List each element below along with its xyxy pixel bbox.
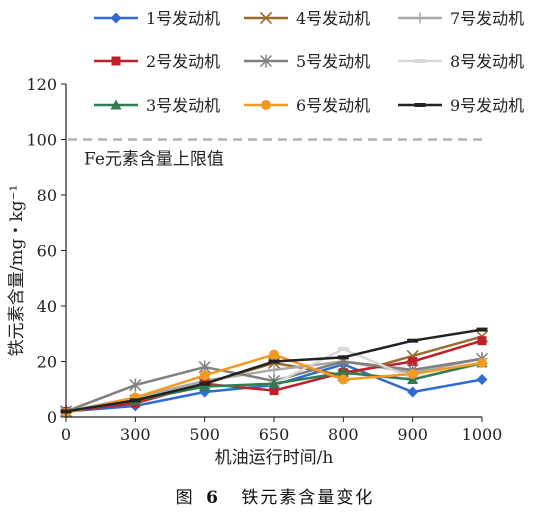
data-point bbox=[129, 378, 142, 392]
axes: 0 20 40 60 80 100 120 0 300 500 650 800 900 1000 bbox=[26, 75, 502, 444]
legend-label: 8号发动机 bbox=[450, 52, 524, 71]
data-point bbox=[268, 359, 280, 364]
x-tick-label: 800 bbox=[328, 425, 359, 444]
legend-marker bbox=[111, 56, 121, 66]
legend-label: 1号发动机 bbox=[146, 9, 220, 28]
legend-marker bbox=[110, 99, 122, 110]
legend-item: 4号发动机 bbox=[244, 9, 370, 28]
figure-caption: 图 6 铁元素含量变化 bbox=[176, 488, 375, 508]
legend: 1号发动机 4号发动机 7号发动机 2号发动机 5号发动机 8号发动机 3号发动机 6号发动机… bbox=[94, 9, 524, 115]
data-point bbox=[269, 349, 279, 360]
legend-label: 9号发动机 bbox=[450, 96, 524, 115]
legend-label: 2号发动机 bbox=[146, 52, 220, 71]
caption-title: 铁元素含量变化 bbox=[241, 488, 374, 508]
data-point bbox=[477, 336, 487, 346]
x-tick-label: 0 bbox=[61, 425, 71, 444]
series-layer bbox=[59, 327, 489, 418]
legend-marker bbox=[110, 12, 122, 24]
y-tick-label: 0 bbox=[47, 408, 57, 427]
x-tick-label: 650 bbox=[259, 425, 290, 444]
legend-item: 1号发动机 bbox=[94, 9, 220, 28]
data-point bbox=[338, 374, 349, 385]
data-point bbox=[337, 347, 349, 352]
data-point bbox=[268, 378, 280, 389]
legend-marker bbox=[261, 100, 271, 110]
legend-label: 4号发动机 bbox=[296, 9, 370, 28]
y-axis-label: 铁元素含量/mg・kg⁻¹ bbox=[7, 185, 27, 357]
legend-label: 3号发动机 bbox=[146, 96, 220, 115]
data-point bbox=[129, 398, 141, 403]
y-tick-label: 40 bbox=[37, 297, 57, 316]
data-point bbox=[407, 368, 418, 379]
data-point bbox=[407, 374, 419, 385]
x-tick-label: 500 bbox=[189, 425, 220, 444]
y-tick-label: 80 bbox=[37, 186, 57, 205]
legend-label: 5号发动机 bbox=[296, 52, 370, 71]
x-axis-label: 机油运行时间/h bbox=[215, 448, 334, 468]
data-point bbox=[337, 367, 349, 378]
legend-label: 7号发动机 bbox=[450, 9, 524, 28]
legend-marker bbox=[414, 103, 426, 107]
y-tick-label: 120 bbox=[26, 75, 57, 94]
legend-label: 6号发动机 bbox=[296, 96, 370, 115]
legend-item: 2号发动机 bbox=[94, 52, 220, 71]
legend-marker bbox=[259, 54, 273, 68]
legend-marker bbox=[414, 59, 426, 63]
data-point bbox=[337, 355, 349, 360]
legend-item: 7号发动机 bbox=[398, 9, 524, 28]
x-tick-label: 300 bbox=[120, 425, 151, 444]
data-point bbox=[408, 357, 418, 366]
data-point bbox=[269, 386, 279, 396]
data-point bbox=[199, 370, 210, 381]
data-point bbox=[199, 380, 211, 391]
legend-item: 3号发动机 bbox=[94, 96, 220, 115]
x-tick-label: 1000 bbox=[462, 425, 503, 444]
data-point bbox=[476, 327, 488, 332]
data-point bbox=[477, 357, 487, 368]
y-tick-label: 60 bbox=[37, 242, 57, 261]
data-point bbox=[407, 338, 419, 343]
legend-item: 8号发动机 bbox=[398, 52, 524, 71]
legend-item: 5号发动机 bbox=[244, 52, 370, 71]
legend-item: 9号发动机 bbox=[398, 96, 524, 115]
reference-line-label: Fe元素含量上限值 bbox=[84, 150, 224, 170]
caption-fig: 图 bbox=[176, 488, 195, 508]
legend-item: 6号发动机 bbox=[244, 96, 370, 115]
x-tick-label: 900 bbox=[397, 425, 428, 444]
legend-marker bbox=[259, 11, 273, 25]
y-tick-label: 20 bbox=[37, 353, 57, 372]
data-point bbox=[407, 386, 419, 398]
data-point bbox=[199, 381, 211, 386]
data-point bbox=[476, 374, 488, 386]
data-point bbox=[268, 364, 280, 376]
caption-number: 6 bbox=[206, 488, 220, 508]
y-tick-label: 100 bbox=[26, 131, 57, 150]
legend-marker bbox=[414, 12, 426, 24]
